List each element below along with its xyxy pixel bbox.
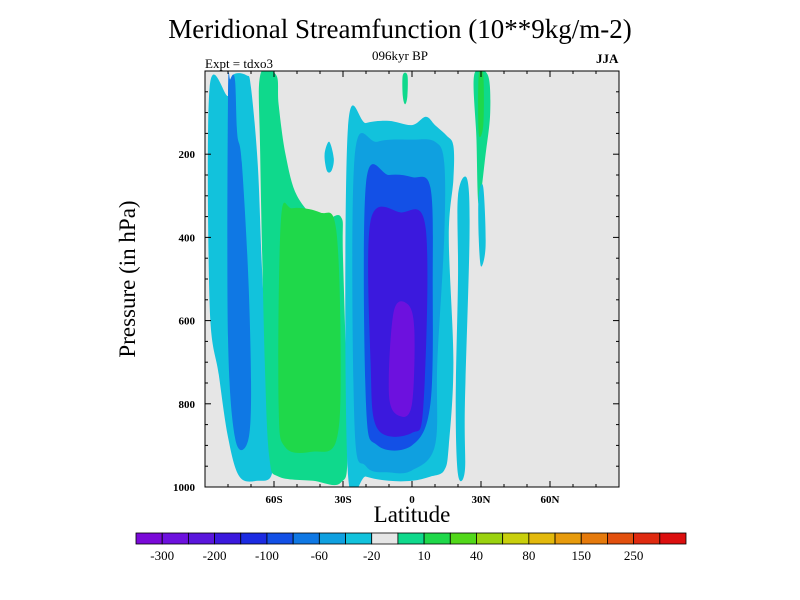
x-tick-label: 30S — [334, 494, 351, 506]
colorbar-label: 150 — [571, 548, 591, 563]
contour-NH-positive-core — [478, 71, 484, 137]
contour-ferrel-cell-core-positive — [278, 202, 341, 453]
y-tick-label: 200 — [179, 149, 196, 161]
colorbar-swatch — [580, 532, 608, 545]
colorbar-label: 80 — [522, 548, 535, 563]
colorbar-swatch — [633, 532, 661, 545]
colorbar-label: -300 — [150, 548, 174, 563]
x-tick-label: 30N — [472, 494, 491, 506]
colorbar-swatch — [502, 532, 530, 545]
colorbar-label: 10 — [418, 548, 431, 563]
colorbar-swatch — [554, 532, 582, 545]
colorbar-label: -60 — [311, 548, 328, 563]
y-tick-label: 600 — [179, 316, 196, 328]
chart-title: Meridional Streamfunction (10**9kg/m-2) — [168, 14, 632, 44]
colorbar-swatch — [266, 532, 294, 545]
experiment-annotation: Expt = tdxo3 — [205, 56, 273, 71]
colorbar-swatch — [371, 532, 399, 545]
season-annotation: JJA — [596, 51, 619, 66]
contour-regions — [207, 71, 491, 487]
contour-SH-cell-inner-negative — [227, 72, 252, 451]
colorbar: -300 -200 -100 -60 -20 10 40 80 150 250 — [135, 532, 687, 563]
colorbar-swatch — [423, 532, 451, 545]
colorbar-swatch — [135, 532, 163, 545]
colorbar-swatch — [187, 532, 215, 545]
chart-subtitle: 096kyr BP — [372, 48, 428, 63]
contour-NH-thin-negative — [478, 184, 486, 267]
colorbar-label: -200 — [203, 548, 227, 563]
contour-hadley-cell-core — [388, 301, 415, 417]
colorbar-swatch — [318, 532, 346, 545]
colorbar-label: 40 — [470, 548, 483, 563]
x-axis-label: Latitude — [373, 502, 451, 527]
colorbar-swatch — [292, 532, 320, 545]
y-tick-label: 400 — [179, 232, 196, 244]
colorbar-label: -100 — [255, 548, 279, 563]
colorbar-swatch — [345, 532, 373, 545]
y-tick-label: 1000 — [173, 482, 196, 494]
x-tick-label: 0 — [409, 494, 415, 506]
contour-NH-equatorial-positive — [402, 72, 408, 105]
colorbar-swatch — [659, 532, 687, 545]
contour-NH-subtropical-negative — [455, 176, 470, 482]
colorbar-swatch — [397, 532, 425, 545]
colorbar-swatch — [240, 532, 268, 545]
x-tick-label: 60S — [265, 494, 282, 506]
colorbar-swatch — [161, 532, 189, 545]
colorbar-label: 250 — [624, 548, 644, 563]
contour-NH-positive-20N — [473, 71, 491, 205]
colorbar-swatch — [607, 532, 635, 545]
colorbar-swatch — [476, 532, 504, 545]
contour-SH-small-negative — [324, 141, 334, 173]
x-tick-label: 60N — [541, 494, 560, 506]
colorbar-swatch — [528, 532, 556, 545]
colorbar-swatch — [449, 532, 477, 545]
colorbar-label: -20 — [363, 548, 380, 563]
y-tick-label: 800 — [179, 399, 196, 411]
colorbar-swatch — [214, 532, 242, 545]
